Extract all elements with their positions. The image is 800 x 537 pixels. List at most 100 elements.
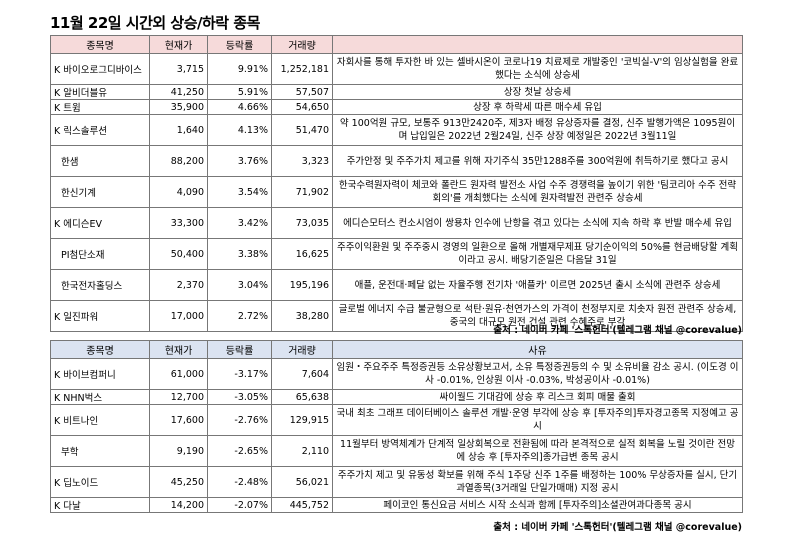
stock-volume: 3,323 bbox=[271, 145, 333, 177]
stock-rate: 9.91% bbox=[207, 53, 272, 85]
stock-price: 35,900 bbox=[149, 99, 208, 115]
stock-rate: 3.76% bbox=[207, 145, 272, 177]
stock-reason: 약 100억원 규모, 보통주 913만2420주, 제3자 배정 유상증자를 … bbox=[332, 114, 743, 146]
table-header-row: 종목명 현재가 등락률 거래량 bbox=[50, 35, 743, 54]
stock-name: K 딥노이드 bbox=[50, 466, 150, 498]
stock-rate: -2.76% bbox=[207, 404, 272, 436]
source-note: 출처 : 네이버 카페 '스톡헌터'(텔레그램 채널 @corevalue) bbox=[493, 522, 742, 533]
stock-reason: 주주가치 제고 및 유동성 확보를 위해 주식 1주당 신주 1주를 배정하는 … bbox=[332, 466, 743, 498]
table-row: PI첨단소재 50,400 3.38% 16,625 주주이익환원 및 주주중시… bbox=[50, 238, 743, 270]
stock-rate: -2.07% bbox=[207, 497, 272, 513]
stock-price: 4,090 bbox=[149, 176, 208, 208]
stock-rate: 4.66% bbox=[207, 99, 272, 115]
stock-reason: 주가안정 및 주주가치 제고를 위해 자기주식 35만1288주를 300억원에… bbox=[332, 145, 743, 177]
table-row: K 릭스솔루션 1,640 4.13% 51,470 약 100억원 규모, 보… bbox=[50, 114, 743, 146]
table-row: K NHN벅스 12,700 -3.05% 65,638 싸이월드 기대감에 상… bbox=[50, 389, 743, 405]
stock-price: 50,400 bbox=[149, 238, 208, 270]
header-rate: 등락률 bbox=[207, 35, 272, 54]
stock-price: 14,200 bbox=[149, 497, 208, 513]
header-name: 종목명 bbox=[50, 35, 150, 54]
stock-reason: 국내 최초 그래프 데이터베이스 솔루션 개발·운영 부각에 상승 후 [투자주… bbox=[332, 404, 743, 436]
table-row: K 일진파워 17,000 2.72% 38,280 글로벌 에너지 수급 불균… bbox=[50, 300, 743, 332]
stock-name: 한신기계 bbox=[50, 176, 150, 208]
table-row: 한신기계 4,090 3.54% 71,902 한국수력원자력이 체코와 폴란드… bbox=[50, 176, 743, 208]
stock-price: 17,600 bbox=[149, 404, 208, 436]
stock-reason: 애플, 운전대·페달 없는 자율주행 전기차 '애플카' 이르면 2025년 출… bbox=[332, 269, 743, 301]
stock-reason: 상장 첫날 상승세 bbox=[332, 84, 743, 100]
stock-price: 33,300 bbox=[149, 207, 208, 239]
stock-price: 9,190 bbox=[149, 435, 208, 467]
table-row: K 바이브컴퍼니 61,000 -3.17% 7,604 임원・주요주주 특정증… bbox=[50, 358, 743, 390]
stock-name: K 다날 bbox=[50, 497, 150, 513]
stock-price: 88,200 bbox=[149, 145, 208, 177]
stock-volume: 57,507 bbox=[271, 84, 333, 100]
header-volume: 거래량 bbox=[271, 340, 333, 359]
stock-volume: 51,470 bbox=[271, 114, 333, 146]
stock-reason: 에디슨모터스 컨소시엄이 쌍용차 인수에 난항을 겪고 있다는 소식에 지속 하… bbox=[332, 207, 743, 239]
stock-rate: 3.38% bbox=[207, 238, 272, 270]
stock-volume: 38,280 bbox=[271, 300, 333, 332]
stock-name: PI첨단소재 bbox=[50, 238, 150, 270]
stock-name: K 트윔 bbox=[50, 99, 150, 115]
stock-volume: 16,625 bbox=[271, 238, 333, 270]
stock-reason: 상장 후 하락세 따른 매수세 유입 bbox=[332, 99, 743, 115]
stock-volume: 56,021 bbox=[271, 466, 333, 498]
stock-price: 41,250 bbox=[149, 84, 208, 100]
stock-volume: 1,252,181 bbox=[271, 53, 333, 85]
table-row: 부학 9,190 -2.65% 2,110 11월부터 방역체계가 단계적 일상… bbox=[50, 435, 743, 467]
stock-volume: 71,902 bbox=[271, 176, 333, 208]
stock-reason: 자회사를 통해 투자한 바 있는 셀바시온이 코로나19 치료제로 개발중인 '… bbox=[332, 53, 743, 85]
falling-stocks-table: 종목명 현재가 등락률 거래량 사유 K 바이브컴퍼니 61,000 -3.17… bbox=[50, 340, 743, 513]
table-row: K 트윔 35,900 4.66% 54,650 상장 후 하락세 따른 매수세… bbox=[50, 99, 743, 115]
stock-name: 부학 bbox=[50, 435, 150, 467]
stock-rate: -3.17% bbox=[207, 358, 272, 390]
stock-volume: 445,752 bbox=[271, 497, 333, 513]
stock-reason: 한국수력원자력이 체코와 폴란드 원자력 발전소 사업 수주 경쟁력을 높이기 … bbox=[332, 176, 743, 208]
stock-volume: 65,638 bbox=[271, 389, 333, 405]
stock-name: K 바이오로그디바이스 bbox=[50, 53, 150, 85]
stock-name: K 비트나인 bbox=[50, 404, 150, 436]
stock-price: 17,000 bbox=[149, 300, 208, 332]
table-row: K 에디슨EV 33,300 3.42% 73,035 에디슨모터스 컨소시엄이… bbox=[50, 207, 743, 239]
table-row: K 다날 14,200 -2.07% 445,752 페이코인 통신요금 서비스… bbox=[50, 497, 743, 513]
header-name: 종목명 bbox=[50, 340, 150, 359]
stock-volume: 2,110 bbox=[271, 435, 333, 467]
stock-name: K 일진파워 bbox=[50, 300, 150, 332]
stock-rate: 4.13% bbox=[207, 114, 272, 146]
header-price: 현재가 bbox=[149, 340, 208, 359]
table-row: K 바이오로그디바이스 3,715 9.91% 1,252,181 자회사를 통… bbox=[50, 53, 743, 85]
stock-rate: 2.72% bbox=[207, 300, 272, 332]
stock-price: 1,640 bbox=[149, 114, 208, 146]
page-title: 11월 22일 시간외 상승/하락 종목 bbox=[50, 14, 260, 32]
table-row: K 딥노이드 45,250 -2.48% 56,021 주주가치 제고 및 유동… bbox=[50, 466, 743, 498]
stock-rate: -3.05% bbox=[207, 389, 272, 405]
table-header-row: 종목명 현재가 등락률 거래량 사유 bbox=[50, 340, 743, 359]
stock-reason: 주주이익환원 및 주주중시 경영의 일환으로 올해 개별재무제표 당기순이익의 … bbox=[332, 238, 743, 270]
stock-rate: 5.91% bbox=[207, 84, 272, 100]
header-reason bbox=[332, 35, 743, 54]
stock-price: 45,250 bbox=[149, 466, 208, 498]
stock-name: K NHN벅스 bbox=[50, 389, 150, 405]
stock-rate: -2.65% bbox=[207, 435, 272, 467]
stock-volume: 195,196 bbox=[271, 269, 333, 301]
stock-volume: 54,650 bbox=[271, 99, 333, 115]
header-price: 현재가 bbox=[149, 35, 208, 54]
stock-volume: 73,035 bbox=[271, 207, 333, 239]
stock-name: K 바이브컴퍼니 bbox=[50, 358, 150, 390]
stock-volume: 7,604 bbox=[271, 358, 333, 390]
rising-stocks-table: 종목명 현재가 등락률 거래량 K 바이오로그디바이스 3,715 9.91% … bbox=[50, 35, 743, 332]
source-note: 출처 : 네이버 카페 '스톡헌터'(텔레그램 채널 @corevalue) bbox=[493, 325, 742, 336]
stock-name: K 에디슨EV bbox=[50, 207, 150, 239]
stock-price: 3,715 bbox=[149, 53, 208, 85]
stock-volume: 129,915 bbox=[271, 404, 333, 436]
stock-name: K 알비더블유 bbox=[50, 84, 150, 100]
stock-price: 61,000 bbox=[149, 358, 208, 390]
stock-reason: 페이코인 통신요금 서비스 시작 소식과 함께 [투자주의]소셜관여과다종목 공… bbox=[332, 497, 743, 513]
stock-reason: 11월부터 방역체계가 단계적 일상회복으로 전환됨에 따라 본격적으로 실적 … bbox=[332, 435, 743, 467]
stock-price: 2,370 bbox=[149, 269, 208, 301]
table-row: K 알비더블유 41,250 5.91% 57,507 상장 첫날 상승세 bbox=[50, 84, 743, 100]
header-reason: 사유 bbox=[332, 340, 743, 359]
header-volume: 거래량 bbox=[271, 35, 333, 54]
stock-reason: 임원・주요주주 특정증권등 소유상황보고서, 소유 특정증권등의 수 및 소유비… bbox=[332, 358, 743, 390]
